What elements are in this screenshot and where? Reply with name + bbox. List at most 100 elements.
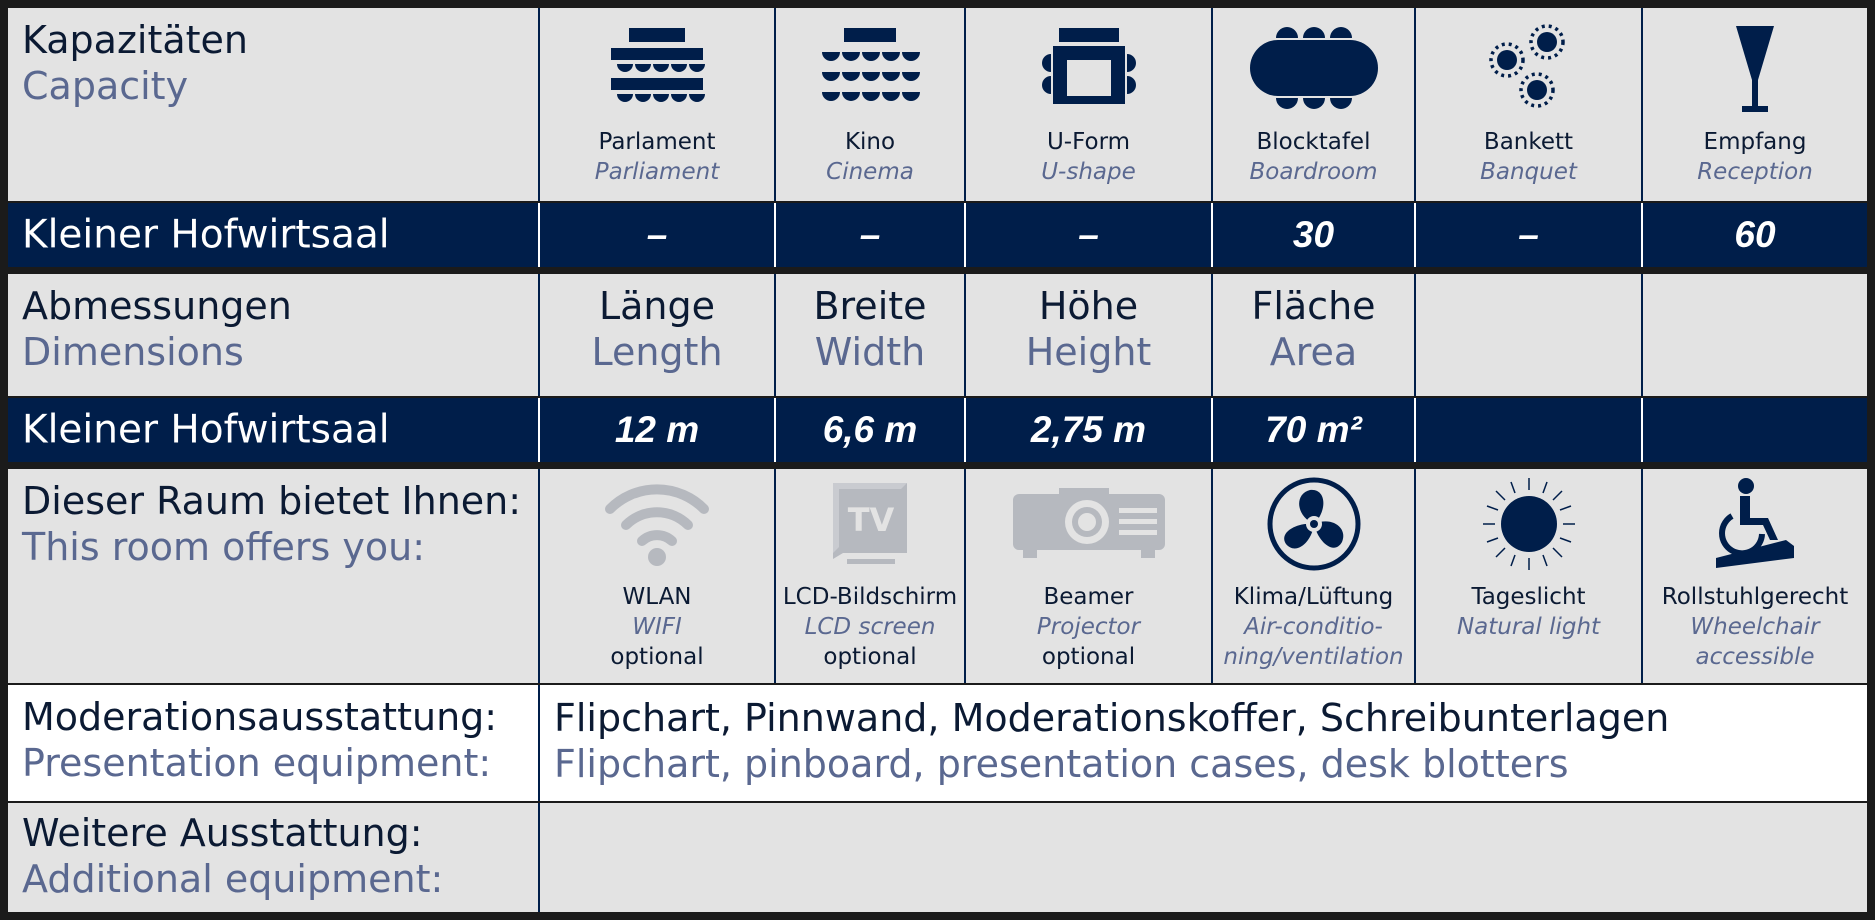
capacity-col-u-shape: U-Form U-shape xyxy=(964,8,1211,201)
capacity-value: – xyxy=(1518,214,1539,255)
dimension-value: 2,75 m xyxy=(1030,409,1147,450)
dimension-value: 12 m xyxy=(614,409,700,450)
room-name-cell: Kleiner Hofwirtsaal xyxy=(8,203,538,267)
capacity-col-parliament: Parlament Parliament xyxy=(538,8,774,201)
dimension-label-de: Breite xyxy=(813,284,927,328)
dimension-col-height: Höhe Height xyxy=(964,274,1211,396)
presentation-label-en: Presentation equipment: xyxy=(22,740,492,785)
capacity-col-label-de: Parlament xyxy=(598,129,716,155)
dimension-label-en: Height xyxy=(1025,329,1152,374)
feature-air-conditioning: Klima/Lüftung Air-conditio- ning/ventila… xyxy=(1211,469,1414,683)
capacity-col-label-de: U-Form xyxy=(1046,129,1131,155)
features-label-en: This room offers you: xyxy=(22,524,426,569)
fan-icon xyxy=(1267,477,1360,571)
presentation-value-cell: Flipchart, Pinnwand, Moderationskoffer, … xyxy=(538,685,1867,801)
dimensions-label-en: Dimensions xyxy=(22,329,244,374)
capacity-value: 30 xyxy=(1292,214,1335,255)
dimension-value-cell xyxy=(1414,398,1641,462)
feature-label-en: Projector xyxy=(1036,613,1141,640)
dimension-value-cell xyxy=(1641,398,1867,462)
dimension-label-de: Fläche xyxy=(1251,284,1376,328)
feature-label-en: Wheelchair xyxy=(1690,613,1820,640)
capacity-col-label-en: Banquet xyxy=(1480,158,1577,185)
capacity-value: – xyxy=(859,214,881,255)
capacity-col-label-en: Boardroom xyxy=(1249,158,1378,185)
room-name: Kleiner Hofwirtsaal xyxy=(22,212,390,258)
feature-label-de: Klima/Lüftung xyxy=(1233,584,1394,610)
dimension-value-cell: 70 m² xyxy=(1211,398,1414,462)
features-row: Dieser Raum bietet Ihnen: This room offe… xyxy=(8,469,1867,683)
dimension-value-cell: 6,6 m xyxy=(774,398,964,462)
dimensions-label-de: Abmessungen xyxy=(22,284,292,328)
capacity-col-label-en: Parliament xyxy=(594,158,720,185)
capacity-value-cell: 60 xyxy=(1641,203,1867,267)
feature-label-en: Air-conditio- xyxy=(1244,613,1383,640)
capacity-col-label-de: Kino xyxy=(844,129,896,155)
additional-label-cell: Weitere Ausstattung: Additional equipmen… xyxy=(8,803,538,912)
feature-natural-light: Tageslicht Natural light xyxy=(1414,469,1641,683)
capacity-col-label-en: Reception xyxy=(1697,158,1813,185)
presentation-label-de: Moderationsausstattung: xyxy=(22,695,498,739)
dimensions-header-row: Abmessungen Dimensions Länge Length Breit… xyxy=(8,274,1867,396)
feature-label-en-line2: ning/ventilation xyxy=(1223,643,1404,670)
capacity-value-cell: – xyxy=(1414,203,1641,267)
features-label-cell: Dieser Raum bietet Ihnen: This room offe… xyxy=(8,469,538,683)
dimension-value: 6,6 m xyxy=(822,409,918,450)
reception-glass-icon xyxy=(1736,26,1774,112)
capacity-col-label-de: Bankett xyxy=(1483,129,1574,155)
capacity-value-cell: – xyxy=(774,203,964,267)
presentation-label-cell: Moderationsausstattung: Presentation equ… xyxy=(8,685,538,801)
presentation-value-de: Flipchart, Pinnwand, Moderationskoffer, … xyxy=(554,696,1670,740)
feature-wifi: WLAN WIFI optional xyxy=(538,469,774,683)
capacity-value: – xyxy=(1078,214,1099,255)
capacity-header-row: Kapazitäten Capacity Parlament Parliamen… xyxy=(8,8,1867,201)
feature-wheelchair-accessible: Rollstuhlgerecht Wheelchair accessible xyxy=(1641,469,1867,683)
capacity-col-label-de: Blocktafel xyxy=(1256,129,1371,155)
dimensions-label-cell: Abmessungen Dimensions xyxy=(8,274,538,396)
capacity-value: 60 xyxy=(1734,214,1776,255)
dimension-label-en: Width xyxy=(814,329,926,374)
capacity-value-cell: – xyxy=(538,203,774,267)
feature-note: optional xyxy=(610,643,704,670)
dimensions-values-row: Kleiner Hofwirtsaal 12 m 6,6 m 2,75 m 70… xyxy=(8,398,1867,462)
capacity-col-label-de: Empfang xyxy=(1703,129,1807,155)
additional-label-de: Weitere Ausstattung: xyxy=(22,811,423,855)
dimension-label-de: Höhe xyxy=(1038,284,1139,328)
feature-projector: Beamer Projector optional xyxy=(964,469,1211,683)
dimension-label-de: Länge xyxy=(598,284,716,328)
wifi-icon xyxy=(605,484,709,566)
banquet-tables-icon xyxy=(1488,24,1565,108)
feature-lcd-screen: TV LCD-Bildschirm LCD screen optional xyxy=(774,469,964,683)
capacity-label-en: Capacity xyxy=(22,63,189,108)
capacity-value: – xyxy=(646,214,668,255)
dimension-col-empty xyxy=(1414,274,1641,396)
tv-icon: TV xyxy=(833,483,907,564)
presentation-value-en: Flipchart, pinboard, presentation cases,… xyxy=(554,742,1569,787)
capacity-values-row: Kleiner Hofwirtsaal – – – 30 – 60 xyxy=(8,203,1867,267)
capacity-value-cell: – xyxy=(964,203,1211,267)
dimension-value-cell: 2,75 m xyxy=(964,398,1211,462)
wheelchair-icon xyxy=(1716,478,1794,568)
capacity-col-cinema: Kino Cinema xyxy=(774,8,964,201)
feature-label-de: WLAN xyxy=(622,584,692,610)
feature-label-en: Natural light xyxy=(1456,613,1601,640)
room-name-cell: Kleiner Hofwirtsaal xyxy=(8,398,538,462)
dimension-value: 70 m² xyxy=(1265,409,1362,450)
dimension-label-en: Area xyxy=(1269,329,1358,374)
additional-value-cell xyxy=(538,803,1867,912)
capacity-col-reception: Empfang Reception xyxy=(1641,8,1867,201)
presentation-row: Moderationsausstattung: Presentation equ… xyxy=(8,685,1867,801)
feature-note: optional xyxy=(1041,643,1136,670)
u-shape-seating-icon xyxy=(1041,28,1136,104)
feature-label-en: WIFI xyxy=(632,613,682,640)
capacity-col-banquet: Bankett Banquet xyxy=(1414,8,1641,201)
additional-label-en: Additional equipment: xyxy=(22,856,444,901)
dimension-col-width: Breite Width xyxy=(774,274,964,396)
dimension-col-empty xyxy=(1641,274,1867,396)
sun-icon xyxy=(1482,478,1575,570)
feature-label-de: Beamer xyxy=(1043,584,1134,610)
feature-label-de: Tageslicht xyxy=(1471,584,1586,610)
dimension-col-area: Fläche Area xyxy=(1211,274,1414,396)
projector-icon xyxy=(1012,488,1165,558)
svg-text:TV: TV xyxy=(848,501,895,539)
